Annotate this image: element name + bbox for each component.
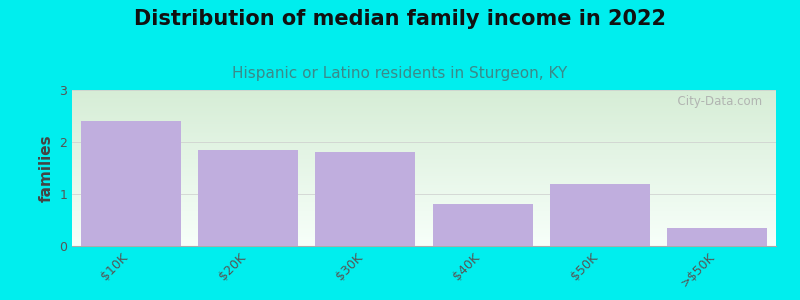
Text: City-Data.com: City-Data.com	[670, 95, 762, 108]
Bar	[667, 228, 767, 246]
Bar	[433, 204, 533, 246]
Bar	[198, 150, 298, 246]
Text: Distribution of median family income in 2022: Distribution of median family income in …	[134, 9, 666, 29]
Bar	[81, 121, 181, 246]
Y-axis label: families: families	[38, 134, 54, 202]
Bar	[550, 184, 650, 246]
Text: Hispanic or Latino residents in Sturgeon, KY: Hispanic or Latino residents in Sturgeon…	[232, 66, 568, 81]
Bar	[315, 152, 415, 246]
